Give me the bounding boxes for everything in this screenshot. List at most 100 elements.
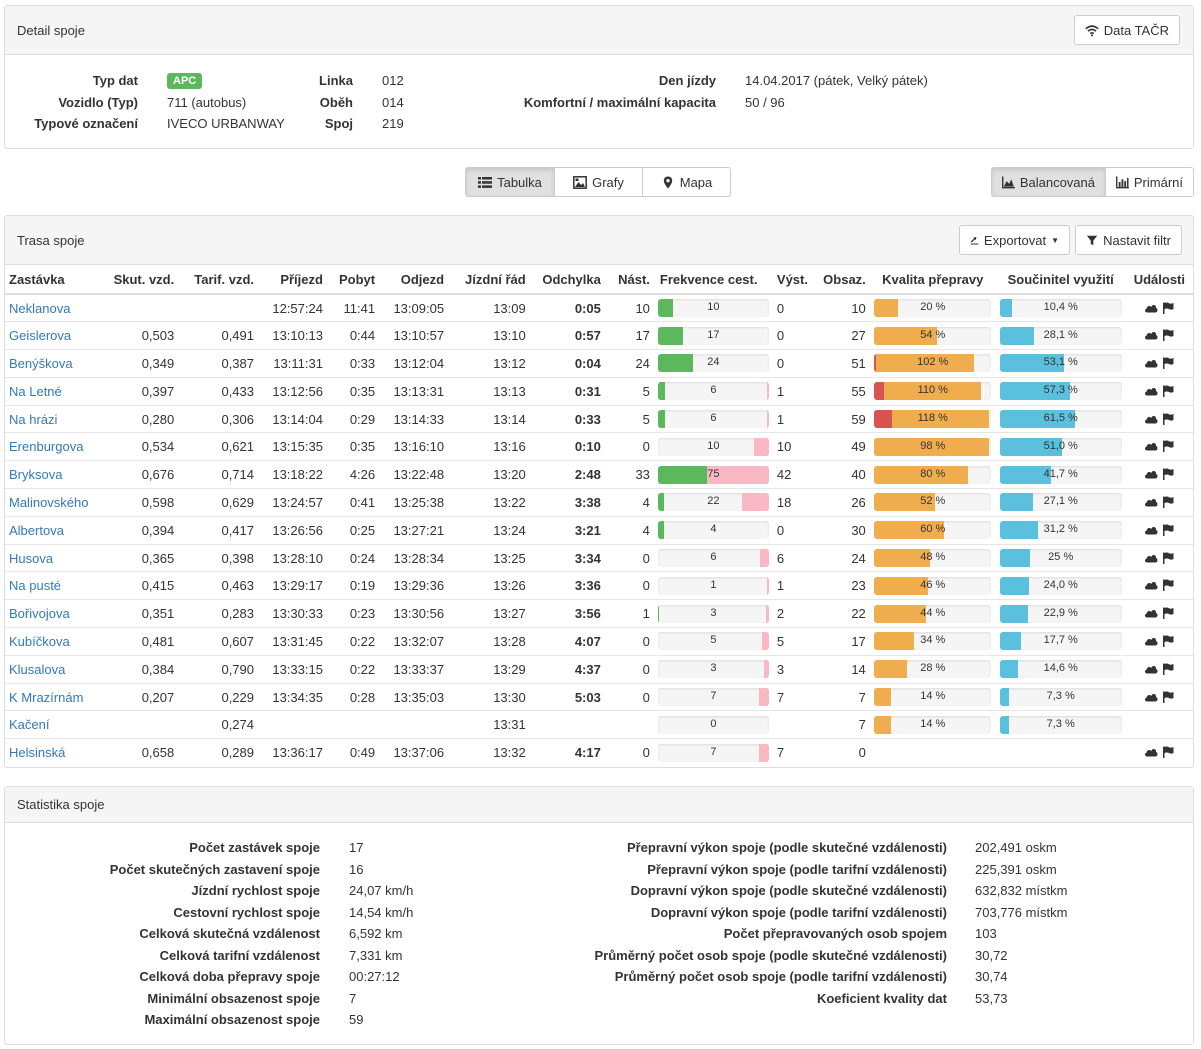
stop-cell[interactable]: K Mrazírnám xyxy=(5,682,101,711)
stop-cell[interactable]: Na hrázi xyxy=(5,404,101,433)
cloud-icon[interactable] xyxy=(1144,664,1158,674)
stop-link[interactable]: Albertova xyxy=(9,522,64,538)
flag-icon[interactable] xyxy=(1162,329,1174,342)
cloud-icon[interactable] xyxy=(1144,414,1158,424)
stop-cell[interactable]: Kubíčkova xyxy=(5,627,101,656)
cloud-icon[interactable] xyxy=(1144,330,1158,340)
column-header-quality[interactable]: Kvalita přepravy xyxy=(869,265,996,295)
column-header-occupancy[interactable]: Obsaz. xyxy=(819,265,870,295)
stop-link[interactable]: Malinovského xyxy=(9,494,89,510)
column-header-schedule[interactable]: Jízdní řád xyxy=(448,265,530,295)
stop-cell[interactable]: Na Letné xyxy=(5,376,101,406)
stop-link[interactable]: Benýškova xyxy=(9,355,73,371)
stop-link[interactable]: Bořivojova xyxy=(9,606,70,622)
flag-icon[interactable] xyxy=(1162,496,1174,508)
flag-icon[interactable] xyxy=(1162,552,1174,564)
stop-link[interactable]: Neklanova xyxy=(9,300,71,316)
flag-icon[interactable] xyxy=(1162,468,1174,481)
column-header-actual-distance[interactable]: Skut. vzd. xyxy=(100,265,179,295)
cloud-icon[interactable] xyxy=(1144,636,1158,646)
flag-icon[interactable] xyxy=(1162,635,1174,647)
cloud-icon[interactable] xyxy=(1144,747,1158,757)
column-header-arrival[interactable]: Příjezd xyxy=(258,265,327,295)
filter-button[interactable]: Nastavit filtr xyxy=(1075,225,1182,255)
flag-icon[interactable] xyxy=(1162,413,1174,425)
cloud-icon[interactable] xyxy=(1144,441,1158,451)
mode-primary[interactable]: Primární xyxy=(1105,167,1194,197)
column-header-utilization[interactable]: Součinitel využití xyxy=(995,265,1126,295)
cloud-icon[interactable] xyxy=(1144,469,1158,479)
flag-icon[interactable] xyxy=(1162,691,1174,703)
flag-icon[interactable] xyxy=(1162,663,1174,675)
flag-icon[interactable] xyxy=(1162,357,1174,369)
column-header-frequency[interactable]: Frekvence cest. xyxy=(653,265,773,295)
column-header-events[interactable]: Události xyxy=(1125,265,1193,295)
stop-cell[interactable]: Bryksova xyxy=(5,460,101,489)
stop-cell[interactable]: Neklanova xyxy=(5,294,100,322)
column-header-dwell[interactable]: Pobyt xyxy=(326,265,380,295)
stop-cell[interactable]: Bořivojova xyxy=(5,599,101,628)
cloud-icon[interactable] xyxy=(1144,358,1158,368)
stop-link[interactable]: Kubíčkova xyxy=(9,633,70,649)
occupancy-cell: 49 xyxy=(819,432,870,461)
export-button[interactable]: Exportovat ▼ xyxy=(959,225,1070,255)
column-header-alighting[interactable]: Výst. xyxy=(772,265,820,295)
stop-link[interactable]: Erenburgova xyxy=(9,439,84,455)
stop-cell[interactable]: Na pusté xyxy=(5,571,101,600)
schedule-cell: 13:12 xyxy=(448,349,530,378)
stop-link[interactable]: Kačení xyxy=(9,717,50,733)
cloud-icon[interactable] xyxy=(1144,497,1158,507)
flag-icon[interactable] xyxy=(1162,579,1174,592)
boarding-cell: 0 xyxy=(604,738,654,767)
cloud-icon[interactable] xyxy=(1144,303,1158,313)
stop-link[interactable]: Bryksova xyxy=(9,467,63,483)
flag-icon[interactable] xyxy=(1162,524,1174,536)
stop-link[interactable]: Husova xyxy=(9,550,54,566)
cloud-icon[interactable] xyxy=(1144,386,1158,396)
mode-balanced[interactable]: Balancovaná xyxy=(991,167,1106,197)
column-header-stop[interactable]: Zastávka xyxy=(5,265,101,295)
cloud-icon[interactable] xyxy=(1144,580,1158,590)
quality-fill xyxy=(891,410,990,429)
stop-cell[interactable]: Helsinská xyxy=(5,738,101,767)
stop-cell[interactable]: Benýškova xyxy=(5,349,101,378)
stop-link[interactable]: Na Letné xyxy=(9,383,62,399)
cloud-icon[interactable] xyxy=(1144,692,1158,702)
dwell-cell: 0:28 xyxy=(326,682,380,711)
stop-link[interactable]: K Mrazírnám xyxy=(9,689,84,705)
cloud-icon[interactable] xyxy=(1144,525,1158,535)
utilization-fill xyxy=(999,715,1009,734)
stop-link[interactable]: Helsinská xyxy=(9,745,66,761)
alighting-cell: 7 xyxy=(772,738,820,767)
flag-icon[interactable] xyxy=(1162,302,1174,314)
stop-cell[interactable]: Husova xyxy=(5,543,101,572)
stop-cell[interactable]: Malinovského xyxy=(5,488,101,517)
data-tacr-button[interactable]: Data TAČR xyxy=(1073,15,1180,45)
stop-link[interactable]: Geislerova xyxy=(9,328,72,344)
stop-cell[interactable]: Albertova xyxy=(5,515,101,545)
cloud-icon[interactable] xyxy=(1144,553,1158,563)
stop-cell[interactable]: Klusalova xyxy=(5,654,101,684)
stop-link[interactable]: Na pusté xyxy=(9,578,62,594)
tab-map[interactable]: Mapa xyxy=(642,167,731,197)
column-header-deviation[interactable]: Odchylka xyxy=(529,265,605,295)
tab-charts[interactable]: Grafy xyxy=(554,167,643,197)
column-header-tariff-distance[interactable]: Tarif. vzd. xyxy=(178,265,259,295)
occupancy-cell: 40 xyxy=(819,460,870,489)
cloud-icon[interactable] xyxy=(1144,608,1158,618)
stop-link[interactable]: Na hrázi xyxy=(9,411,58,427)
flag-icon[interactable] xyxy=(1162,440,1174,453)
column-header-boarding[interactable]: Nást. xyxy=(604,265,654,295)
column-header-departure[interactable]: Odjezd xyxy=(379,265,449,295)
flag-icon[interactable] xyxy=(1162,607,1174,620)
flag-icon[interactable] xyxy=(1162,746,1174,759)
tab-table[interactable]: Tabulka xyxy=(465,167,555,197)
stop-cell[interactable]: Erenburgova xyxy=(5,432,101,461)
flag-icon[interactable] xyxy=(1162,385,1174,397)
stat-value: 30,74 xyxy=(975,969,1008,984)
stop-link[interactable]: Klusalova xyxy=(9,661,66,677)
stop-cell[interactable]: Kačení xyxy=(5,710,101,739)
events-icons xyxy=(1144,635,1174,647)
arrival-cell: 12:57:24 xyxy=(272,300,323,316)
stop-cell[interactable]: Geislerova xyxy=(5,321,101,350)
